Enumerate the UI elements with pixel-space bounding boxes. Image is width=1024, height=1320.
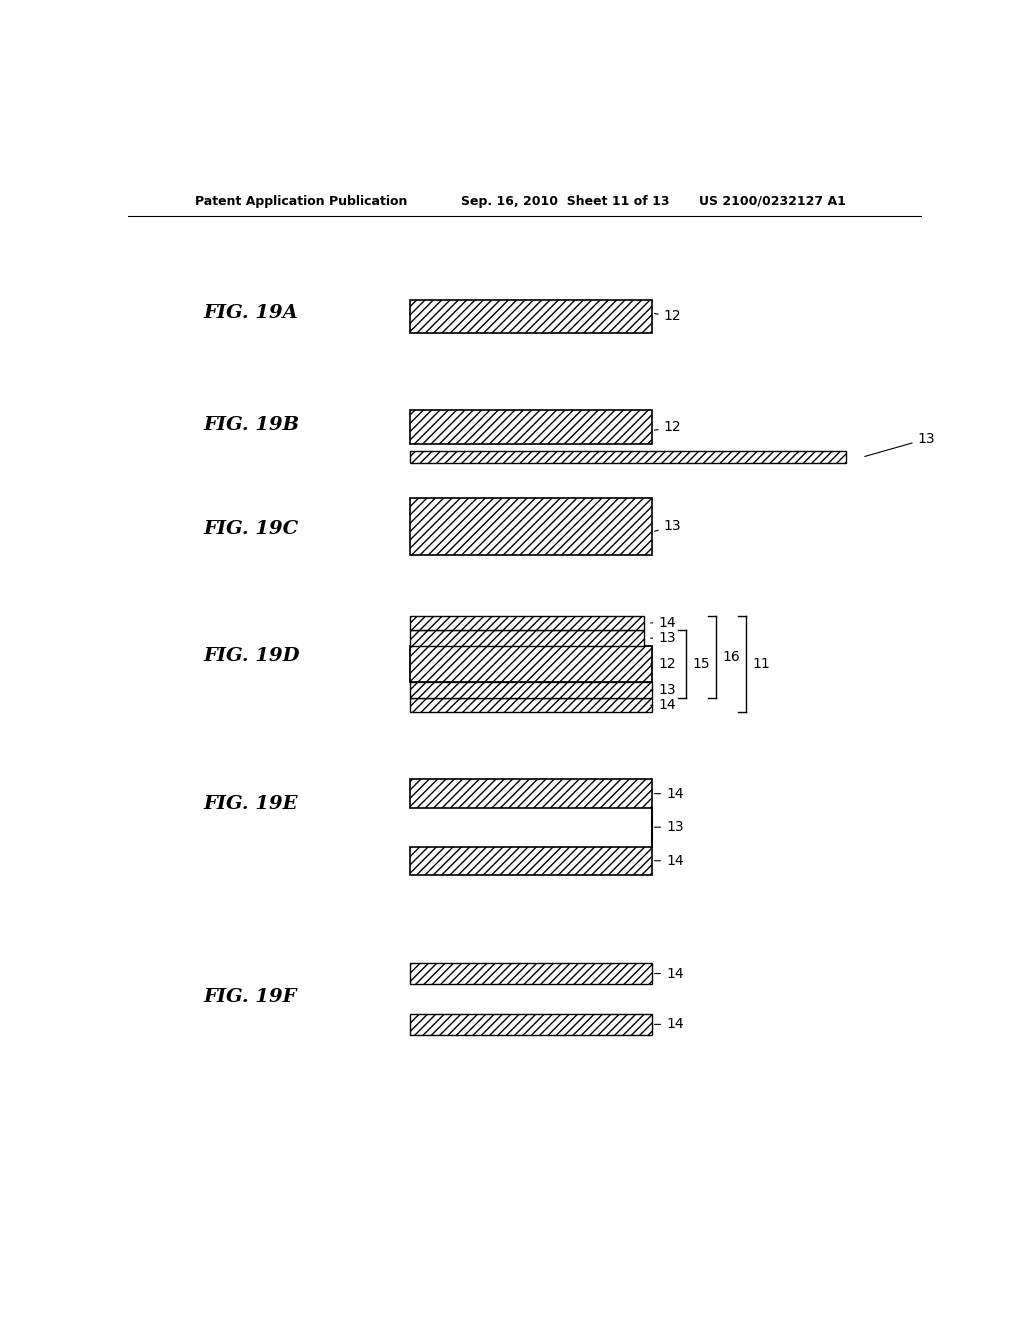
Text: 11: 11 <box>753 657 770 671</box>
Text: 14: 14 <box>654 854 684 867</box>
Text: 14: 14 <box>654 966 684 981</box>
Bar <box>410 411 651 444</box>
Text: 16: 16 <box>722 649 740 664</box>
Bar <box>410 698 651 713</box>
Text: Patent Application Publication: Patent Application Publication <box>196 194 408 207</box>
Bar <box>410 300 651 333</box>
Text: 14: 14 <box>654 787 684 801</box>
Text: 12: 12 <box>650 657 676 671</box>
Text: 15: 15 <box>692 657 710 671</box>
Bar <box>410 498 651 554</box>
Bar <box>410 451 846 463</box>
Text: 13: 13 <box>650 682 676 697</box>
Bar <box>410 779 651 808</box>
Text: FIG. 19D: FIG. 19D <box>204 647 300 665</box>
Text: FIG. 19F: FIG. 19F <box>204 987 297 1006</box>
Text: 14: 14 <box>650 616 676 630</box>
Text: FIG. 19A: FIG. 19A <box>204 304 298 322</box>
Text: FIG. 19E: FIG. 19E <box>204 795 298 813</box>
Bar <box>410 682 651 698</box>
Text: Sep. 16, 2010  Sheet 11 of 13: Sep. 16, 2010 Sheet 11 of 13 <box>461 194 670 207</box>
Text: 13: 13 <box>650 631 676 645</box>
Bar <box>410 964 651 983</box>
Text: 12: 12 <box>654 420 681 434</box>
Text: FIG. 19C: FIG. 19C <box>204 520 299 539</box>
Text: 14: 14 <box>650 698 676 713</box>
Text: 13: 13 <box>864 432 935 457</box>
Text: US 2100/0232127 A1: US 2100/0232127 A1 <box>699 194 846 207</box>
Text: 12: 12 <box>654 309 681 323</box>
Bar <box>410 846 651 875</box>
Bar <box>410 647 651 682</box>
Text: 14: 14 <box>654 1018 684 1031</box>
Text: 13: 13 <box>654 519 681 533</box>
Text: 13: 13 <box>654 820 684 834</box>
Bar <box>410 615 644 630</box>
Bar <box>410 630 644 647</box>
Bar <box>410 1014 651 1035</box>
Text: FIG. 19B: FIG. 19B <box>204 416 299 434</box>
